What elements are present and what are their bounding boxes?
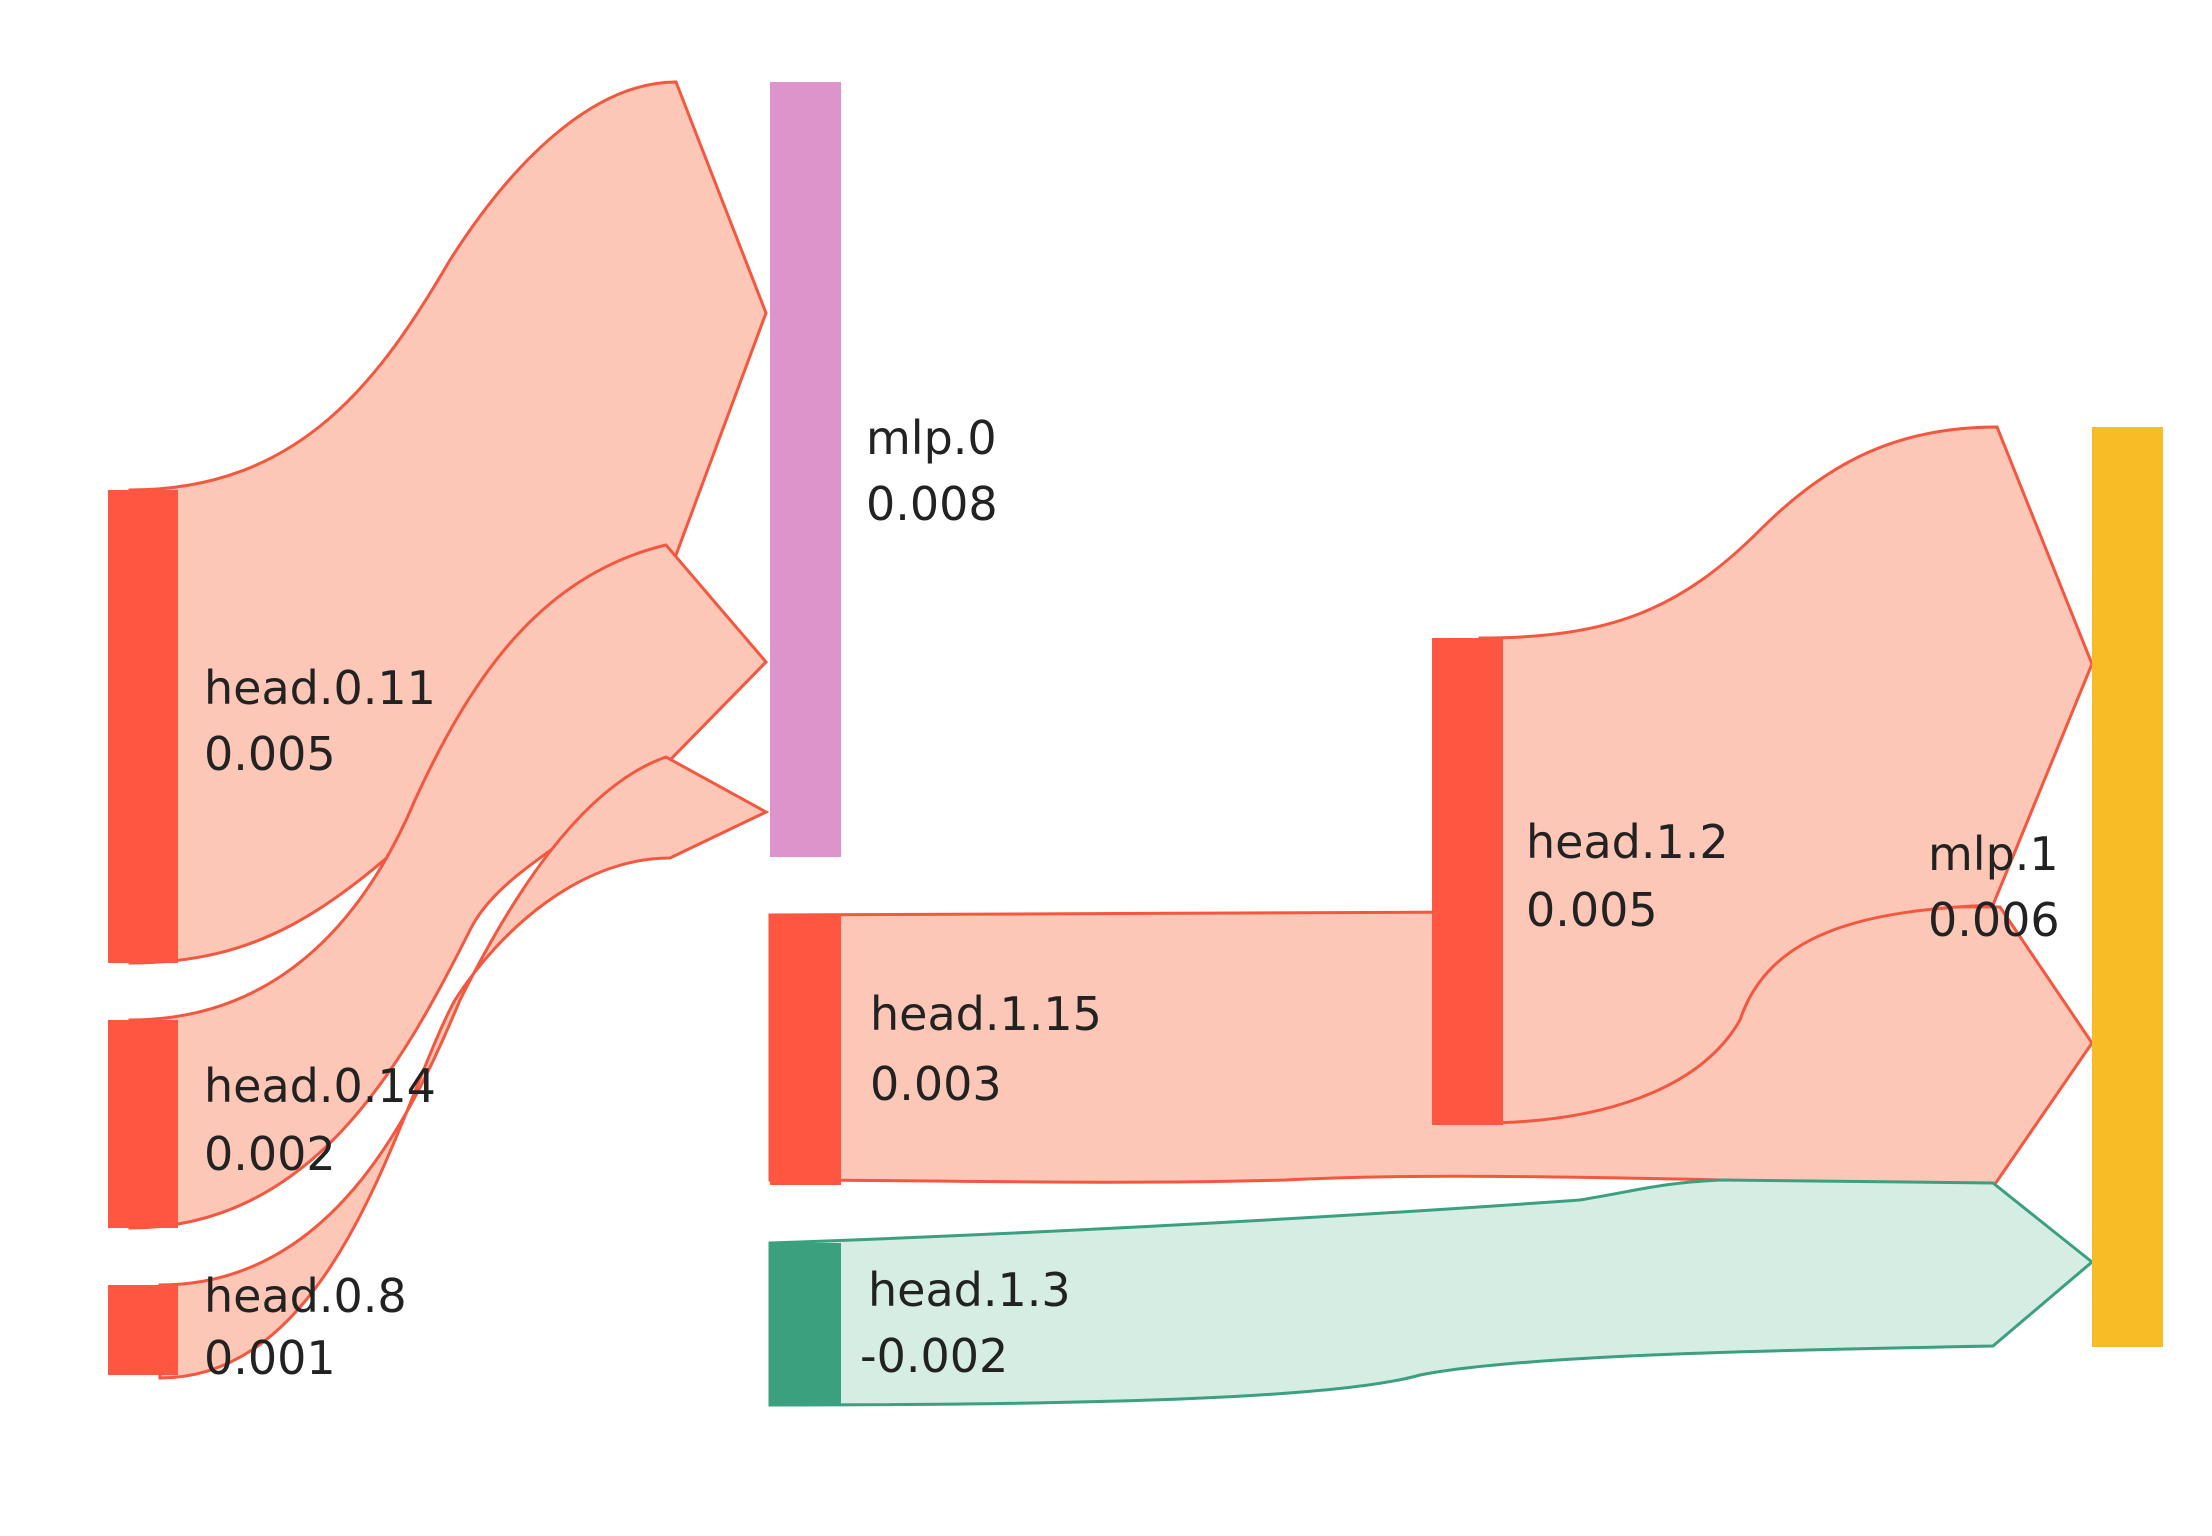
node-bar-head-0-8[interactable]	[108, 1285, 178, 1375]
node-bar-head-1-3[interactable]	[770, 1243, 841, 1405]
node-label-head-1-2-name: head.1.2	[1526, 815, 1729, 869]
node-label-mlp-1-name: mlp.1	[1928, 827, 2059, 881]
node-label-head-1-15-value: 0.003	[870, 1057, 1002, 1111]
flow-head-0-11-to-mlp-0[interactable]	[128, 80, 768, 965]
flow-head-0-14-to-mlp-0[interactable]	[128, 543, 769, 1230]
flow-links	[128, 80, 2095, 1407]
node-label-head-0-14-name: head.0.14	[204, 1059, 436, 1113]
nodes	[108, 82, 2163, 1405]
node-label-head-0-8-name: head.0.8	[204, 1269, 407, 1323]
node-label-head-1-3-value: -0.002	[860, 1329, 1008, 1383]
node-labels: mlp.0 0.008 head.0.11 0.005 head.0.14 0.…	[204, 411, 2060, 1385]
node-label-head-1-3-name: head.1.3	[868, 1263, 1071, 1317]
node-label-head-1-2-value: 0.005	[1526, 883, 1658, 937]
node-label-head-0-8-value: 0.001	[204, 1331, 336, 1385]
node-bar-head-1-2[interactable]	[1432, 638, 1503, 1125]
node-bar-head-1-15[interactable]	[770, 915, 841, 1185]
flow-head-1-15-to-mlp-1[interactable]	[768, 903, 2094, 1189]
node-label-mlp-0-name: mlp.0	[866, 411, 997, 465]
node-label-head-1-15-name: head.1.15	[870, 987, 1102, 1041]
node-bar-mlp-1[interactable]	[2092, 427, 2163, 1347]
flow-head-1-3-to-mlp-1[interactable]	[768, 1178, 2095, 1407]
node-label-mlp-0-value: 0.008	[866, 477, 998, 531]
node-label-head-0-11-value: 0.005	[204, 727, 336, 781]
flow-head-1-2-to-mlp-1[interactable]	[1478, 425, 2094, 1125]
node-label-mlp-1-value: 0.006	[1928, 893, 2060, 947]
node-label-head-0-14-value: 0.002	[204, 1127, 336, 1181]
node-label-head-0-11-name: head.0.11	[204, 661, 436, 715]
node-bar-mlp-0[interactable]	[770, 82, 841, 857]
node-bar-head-0-11[interactable]	[108, 490, 178, 963]
node-bar-head-0-14[interactable]	[108, 1020, 178, 1228]
flow-head-0-8-to-mlp-0[interactable]	[158, 755, 770, 1380]
